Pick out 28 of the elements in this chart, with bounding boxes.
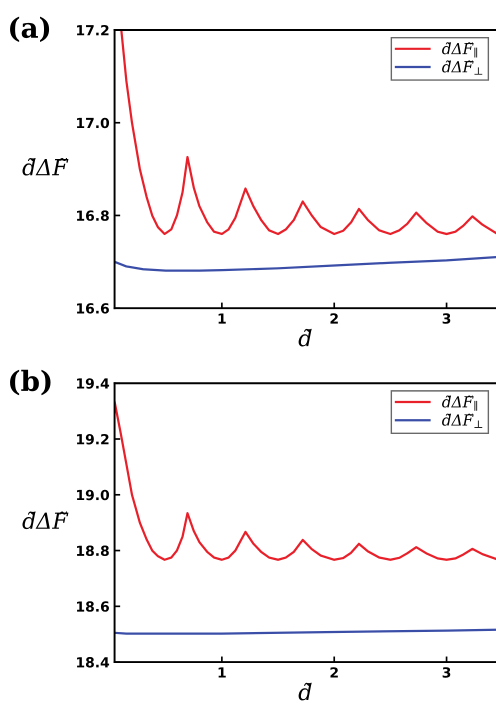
y-tick-label: 16.8	[77, 210, 109, 221]
y-tick-label: 19.2	[77, 434, 109, 444]
x-axis-title: d̃	[298, 328, 312, 346]
y-tick-label: 17.0	[77, 118, 110, 128]
y-tick-label: 18.4	[77, 657, 110, 668]
line-series	[120, 30, 496, 236]
chart-title: (a)	[10, 16, 50, 42]
x-tick-label: 3	[442, 667, 450, 678]
x-tick-label: 1	[218, 667, 226, 678]
x-tick-label: 3	[442, 313, 450, 324]
y-axis-title: d̃ΔF̃	[22, 158, 68, 176]
y-tick-label: 18.8	[77, 546, 109, 556]
line-series	[114, 256, 496, 272]
legend-label: d̃ΔF̃$_{∥}$	[442, 42, 478, 58]
legend-label: d̃ΔF̃$_{⊥}$	[442, 414, 482, 428]
y-tick-label: 17.2	[77, 25, 109, 36]
x-tick-label: 2	[330, 667, 338, 678]
legend-label: d̃ΔF̃$_{⊥}$	[442, 60, 482, 75]
y-tick-label: 16.6	[77, 303, 109, 314]
chart-title: (b)	[10, 370, 51, 396]
x-axis-title: d̃	[298, 682, 312, 700]
x-tick-label: 2	[330, 313, 338, 324]
x-tick-label: 1	[218, 313, 226, 324]
y-tick-label: 18.6	[77, 601, 109, 612]
y-axis-title: d̃ΔF̃	[22, 512, 68, 530]
y-tick-label: 19.0	[77, 490, 110, 500]
y-tick-label: 19.4	[77, 378, 110, 389]
legend-label: d̃ΔF̃$_{∥}$	[442, 395, 478, 411]
